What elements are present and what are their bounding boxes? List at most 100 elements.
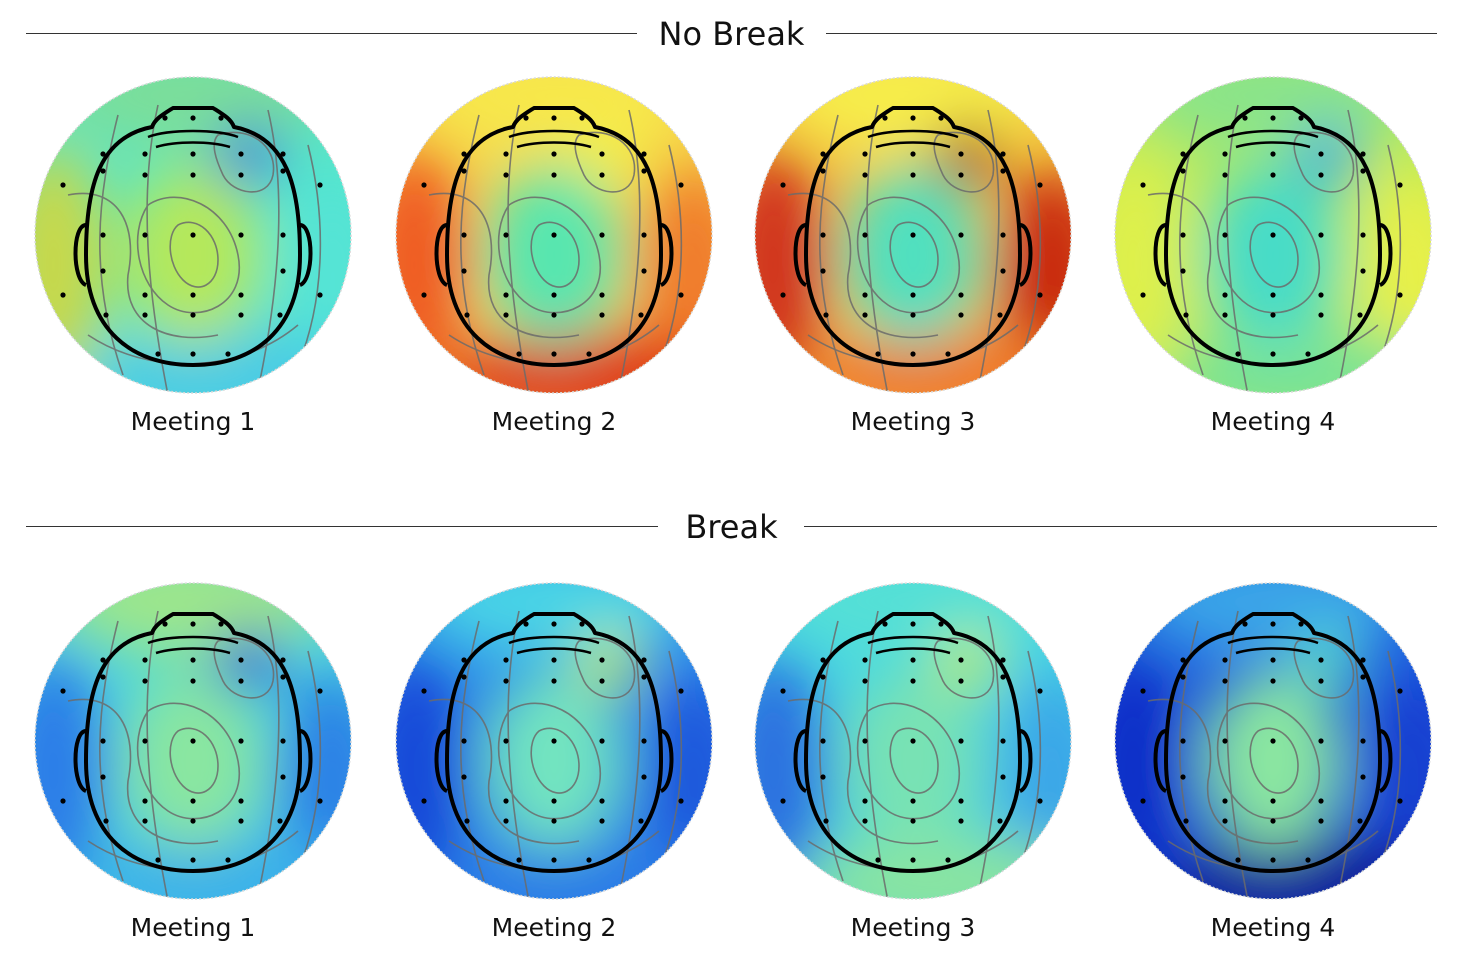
electrode-dot (280, 268, 286, 274)
electrode-dot (1270, 172, 1276, 178)
electrode-dot (1318, 232, 1324, 238)
electrode-dot (461, 151, 467, 157)
electrode-dot (190, 818, 196, 824)
electrode-dot (100, 232, 106, 238)
section-header-no-break: No Break (26, 14, 1437, 54)
electrode-dot (599, 657, 605, 663)
divider-line (822, 33, 1437, 34)
map-label: Meeting 3 (850, 913, 976, 942)
head-shape (1164, 612, 1382, 873)
contour-line (574, 131, 636, 193)
eeg-topomap (754, 76, 1072, 394)
topomap-meeting-2: Meeting 2 (389, 581, 719, 942)
heatmap-left-blob (1115, 651, 1188, 891)
right-ear-icon (1018, 729, 1033, 793)
electrode-dot (1360, 168, 1366, 174)
electrode-dot (1270, 621, 1276, 627)
heatmap-left-blob (35, 145, 108, 385)
topomap-meeting-2: Meeting 2 (389, 75, 719, 436)
electrodes (1140, 621, 1403, 863)
electrode-dot (280, 232, 286, 238)
electrode-dot (910, 738, 916, 744)
electrode-dot (958, 172, 964, 178)
eeg-topomap (1114, 582, 1432, 900)
electrode-dot (1270, 738, 1276, 744)
brow-line (1235, 647, 1311, 655)
electrode-dot (820, 738, 826, 744)
forehead-line (1227, 635, 1319, 645)
electrode-dot (910, 857, 916, 863)
electrode-dot (599, 172, 605, 178)
electrode-dot (551, 232, 557, 238)
electrode-dot (190, 657, 196, 663)
electrode-dot (910, 678, 916, 684)
electrode-dot (1037, 798, 1043, 804)
scalp-outline (1114, 76, 1432, 394)
right-ear-icon (659, 729, 674, 793)
left-ear-icon (434, 729, 449, 793)
electrode-dot (421, 798, 427, 804)
contour-line (1147, 698, 1299, 845)
head-shape (1164, 106, 1382, 367)
electrode-dot (464, 312, 470, 318)
electrode-dot (882, 115, 888, 121)
electrode-dot (551, 172, 557, 178)
electrode-dot (142, 151, 148, 157)
electrode-dot (862, 312, 868, 318)
contour-line (1293, 131, 1355, 193)
electrode-dot (875, 857, 881, 863)
head-outline (434, 106, 674, 367)
section-header-break: Break (26, 507, 1437, 547)
electrode-dot (225, 351, 231, 357)
electrode-dot (1180, 774, 1186, 780)
electrode-dot (1270, 657, 1276, 663)
electrode-dot (503, 312, 509, 318)
brow-line (875, 141, 951, 149)
left-ear-icon (793, 729, 808, 793)
heatmap-right-blob (998, 671, 1071, 891)
map-label: Meeting 3 (850, 407, 976, 436)
electrode-dot (60, 798, 66, 804)
electrode-dot (461, 674, 467, 680)
electrode-dot (882, 621, 888, 627)
right-ear-icon (659, 223, 674, 287)
contour-line (507, 104, 530, 393)
heatmap-left-blob (1115, 145, 1188, 385)
divider-line (26, 33, 640, 34)
electrode-dot (317, 182, 323, 188)
electrode-dot (1270, 115, 1276, 121)
contour-line (933, 131, 995, 193)
electrode-dot (190, 292, 196, 298)
electrode-dot (1183, 312, 1189, 318)
electrode-dot (190, 232, 196, 238)
electrode-dot (1360, 674, 1366, 680)
electrode-dot (238, 657, 244, 663)
electrode-dot (1180, 268, 1186, 274)
electrode-dot (1222, 232, 1228, 238)
divider-line (804, 526, 1437, 527)
electrode-dot (823, 312, 829, 318)
electrode-dot (958, 798, 964, 804)
electrode-dot (862, 232, 868, 238)
electrode-dot (862, 151, 868, 157)
electrode-dot (503, 172, 509, 178)
forehead-line (867, 635, 959, 645)
right-ear-icon (298, 729, 313, 793)
contour-line (1377, 144, 1402, 366)
electrode-dot (1357, 818, 1363, 824)
left-ear-icon (73, 223, 88, 287)
electrode-dot (1270, 818, 1276, 824)
electrode-dot (103, 818, 109, 824)
electrode-dot (958, 292, 964, 298)
electrode-dot (551, 657, 557, 663)
electrode-dot (280, 738, 286, 744)
electrode-dot (641, 674, 647, 680)
eeg-topomap (34, 76, 352, 394)
electrode-dot (60, 182, 66, 188)
contour-line (1216, 702, 1321, 820)
scalp-outline (395, 582, 713, 900)
eeg-topomap (395, 76, 713, 394)
electrode-dot (238, 312, 244, 318)
electrode-dot (910, 312, 916, 318)
electrode-dot (820, 657, 826, 663)
